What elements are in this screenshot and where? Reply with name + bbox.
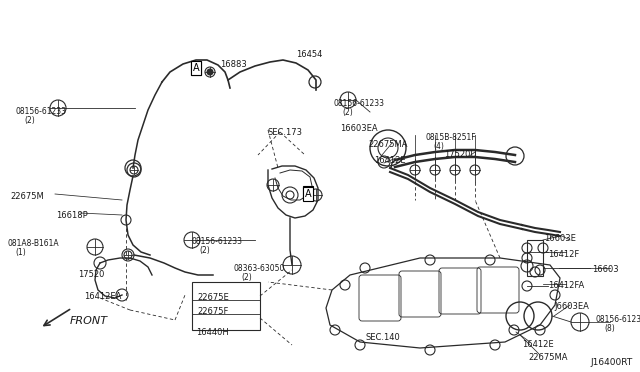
Text: FRONT: FRONT bbox=[70, 316, 108, 326]
Text: A: A bbox=[305, 188, 311, 198]
Text: 22675E: 22675E bbox=[197, 293, 228, 302]
Circle shape bbox=[207, 69, 213, 75]
Text: J6603EA: J6603EA bbox=[554, 302, 589, 311]
Text: 17520U: 17520U bbox=[444, 150, 477, 159]
Text: 08156-61233: 08156-61233 bbox=[191, 237, 242, 246]
Text: A: A bbox=[193, 63, 199, 73]
Text: (2): (2) bbox=[24, 116, 35, 125]
Text: A: A bbox=[305, 189, 311, 199]
Text: 16603EA: 16603EA bbox=[340, 124, 378, 133]
Text: (4): (4) bbox=[433, 142, 444, 151]
Text: 16412FA: 16412FA bbox=[548, 281, 584, 290]
Text: (1): (1) bbox=[15, 248, 26, 257]
Text: 22675MA: 22675MA bbox=[528, 353, 568, 362]
Text: 22675M: 22675M bbox=[10, 192, 44, 201]
Text: 16883: 16883 bbox=[220, 60, 247, 69]
Bar bbox=[527, 240, 543, 276]
Text: (8): (8) bbox=[604, 324, 615, 333]
Text: 16603E: 16603E bbox=[544, 234, 576, 243]
Text: 08156-61233: 08156-61233 bbox=[334, 99, 385, 108]
Text: 22675F: 22675F bbox=[197, 307, 228, 316]
Text: 16603: 16603 bbox=[592, 265, 619, 274]
Text: A: A bbox=[193, 63, 199, 73]
Text: 08363-63050: 08363-63050 bbox=[233, 264, 284, 273]
Text: SEC.140: SEC.140 bbox=[365, 333, 400, 342]
Text: (2): (2) bbox=[241, 273, 252, 282]
Text: 081A8-B161A: 081A8-B161A bbox=[7, 239, 59, 248]
Text: 0815B-8251F: 0815B-8251F bbox=[425, 133, 476, 142]
Text: 16618P: 16618P bbox=[56, 211, 88, 220]
Text: 16440H: 16440H bbox=[196, 328, 228, 337]
Text: 16454: 16454 bbox=[296, 50, 323, 59]
Text: SEC.173: SEC.173 bbox=[268, 128, 303, 137]
Text: 16412EA: 16412EA bbox=[84, 292, 122, 301]
Text: 22675MA: 22675MA bbox=[368, 140, 408, 149]
Text: 16412F: 16412F bbox=[548, 250, 579, 259]
Bar bbox=[192, 282, 260, 330]
Text: 16412E: 16412E bbox=[374, 156, 406, 165]
Text: (2): (2) bbox=[342, 108, 353, 117]
Text: 16412E: 16412E bbox=[522, 340, 554, 349]
Text: (2): (2) bbox=[199, 246, 210, 255]
Text: 08156-61233: 08156-61233 bbox=[16, 107, 67, 116]
Text: J16400RT: J16400RT bbox=[590, 358, 632, 367]
Text: 17520: 17520 bbox=[78, 270, 104, 279]
Text: 08156-61233: 08156-61233 bbox=[596, 315, 640, 324]
